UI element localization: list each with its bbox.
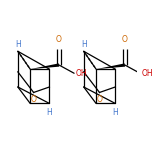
Text: O: O	[31, 95, 37, 104]
Text: O: O	[56, 35, 62, 44]
Polygon shape	[30, 63, 59, 69]
Text: OH: OH	[141, 69, 152, 78]
Text: OH: OH	[76, 69, 87, 78]
Text: H: H	[47, 108, 52, 117]
Text: H: H	[15, 40, 21, 48]
Text: O: O	[97, 95, 102, 104]
Polygon shape	[96, 63, 125, 69]
Text: O: O	[122, 35, 128, 44]
Text: H: H	[112, 108, 118, 117]
Text: H: H	[81, 40, 87, 48]
